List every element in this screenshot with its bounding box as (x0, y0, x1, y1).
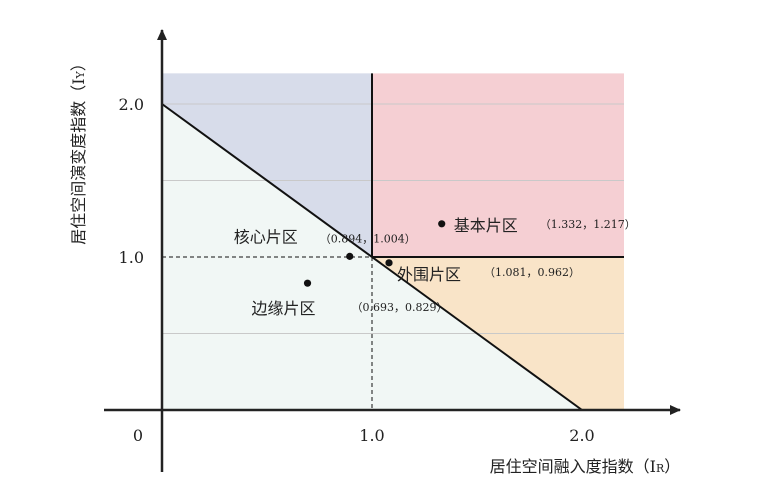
y-tick-label: 2.0 (119, 95, 144, 114)
point-name-label: 核心片区 (234, 227, 298, 246)
point-coords-label: （0.894，1.004） (320, 232, 416, 245)
point-coords-label: （1.332，1.217） (540, 218, 636, 231)
point-coords-label: （1.081，0.962） (484, 266, 580, 279)
point-name-label: 外围片区 (397, 265, 461, 284)
data-point (346, 252, 354, 260)
origin-label: 0 (133, 426, 143, 445)
diagonal-line (161, 103, 583, 411)
x-axis-label: 居住空间融入度指数（IR） (490, 457, 681, 476)
x-tick-label: 1.0 (359, 426, 384, 445)
point-name-label: 基本片区 (454, 216, 518, 235)
y-axis-label: 居住空间演变度指数（IY） (69, 55, 88, 245)
data-point (385, 259, 393, 267)
data-point (438, 220, 446, 228)
x-tick-label: 2.0 (569, 426, 594, 445)
data-point (303, 279, 312, 287)
region-top-left (162, 73, 372, 258)
y-tick-label: 1.0 (119, 248, 144, 267)
point-name-label: 边缘片区 (252, 299, 316, 318)
point-coords-label: （0.693，0.829） (352, 301, 448, 314)
